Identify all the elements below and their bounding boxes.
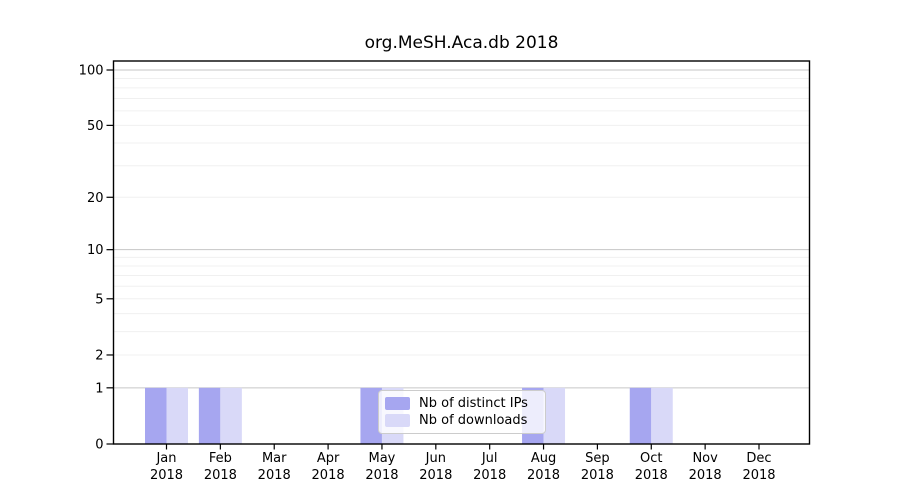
legend-swatch-downloads xyxy=(385,414,410,427)
x-tick-label-year: 2018 xyxy=(473,468,506,483)
x-tick-label-year: 2018 xyxy=(419,468,452,483)
bar-distinct-ips-oct xyxy=(629,387,652,444)
x-tick-label-year: 2018 xyxy=(204,468,237,483)
legend-swatch-distinct-ips xyxy=(385,397,410,410)
legend-label-downloads: Nb of downloads xyxy=(419,413,528,428)
x-tick-label-year: 2018 xyxy=(312,468,345,483)
x-tick-label-year: 2018 xyxy=(742,468,775,483)
x-tick-label-month: Jun xyxy=(425,451,446,466)
bar-distinct-ips-jan xyxy=(145,387,167,444)
legend-item-downloads: Nb of downloads xyxy=(385,413,539,428)
chart-title: org.MeSH.Aca.db 2018 xyxy=(364,33,559,53)
x-tick-label-month: Sep xyxy=(585,451,610,466)
x-tick-label-month: Feb xyxy=(209,451,232,466)
bar-downloads-jan xyxy=(166,387,188,444)
y-tick-label: 0 xyxy=(95,438,103,453)
x-tick-label-month: Aug xyxy=(531,451,556,466)
x-tick-label-month: Apr xyxy=(317,451,340,466)
x-tick-label-month: Mar xyxy=(262,451,287,466)
bar-downloads-feb xyxy=(220,387,242,444)
y-tick-label: 1 xyxy=(95,381,103,396)
x-tick-label-month: Nov xyxy=(692,451,718,466)
y-tick-label: 20 xyxy=(87,191,104,206)
x-tick-label-year: 2018 xyxy=(581,468,614,483)
x-tick-label-month: Dec xyxy=(746,451,771,466)
x-tick-label-year: 2018 xyxy=(150,468,183,483)
y-tick-label: 5 xyxy=(95,292,103,307)
x-tick-label-month: Jan xyxy=(155,451,176,466)
bar-distinct-ips-feb xyxy=(198,387,221,444)
bar-downloads-oct xyxy=(651,387,673,444)
plot-frame xyxy=(112,60,811,445)
x-tick-label-year: 2018 xyxy=(689,468,722,483)
legend: Nb of distinct IPs Nb of downloads xyxy=(378,390,546,434)
x-tick-label-year: 2018 xyxy=(527,468,560,483)
x-tick-label-year: 2018 xyxy=(258,468,291,483)
bar-downloads-aug xyxy=(543,387,566,444)
y-tick-label: 10 xyxy=(87,243,104,258)
legend-item-distinct-ips: Nb of distinct IPs xyxy=(385,396,539,411)
x-tick-label-month: Jul xyxy=(481,451,498,466)
x-tick-label-year: 2018 xyxy=(365,468,398,483)
x-tick-label-month: Oct xyxy=(640,451,662,466)
bar-distinct-ips-may xyxy=(360,387,382,444)
legend-label-distinct-ips: Nb of distinct IPs xyxy=(419,396,528,411)
y-tick-label: 50 xyxy=(87,119,104,134)
y-tick-label: 2 xyxy=(95,348,103,363)
x-tick-label-month: May xyxy=(369,451,396,466)
y-tick-label: 100 xyxy=(79,64,104,79)
x-tick-label-year: 2018 xyxy=(635,468,668,483)
